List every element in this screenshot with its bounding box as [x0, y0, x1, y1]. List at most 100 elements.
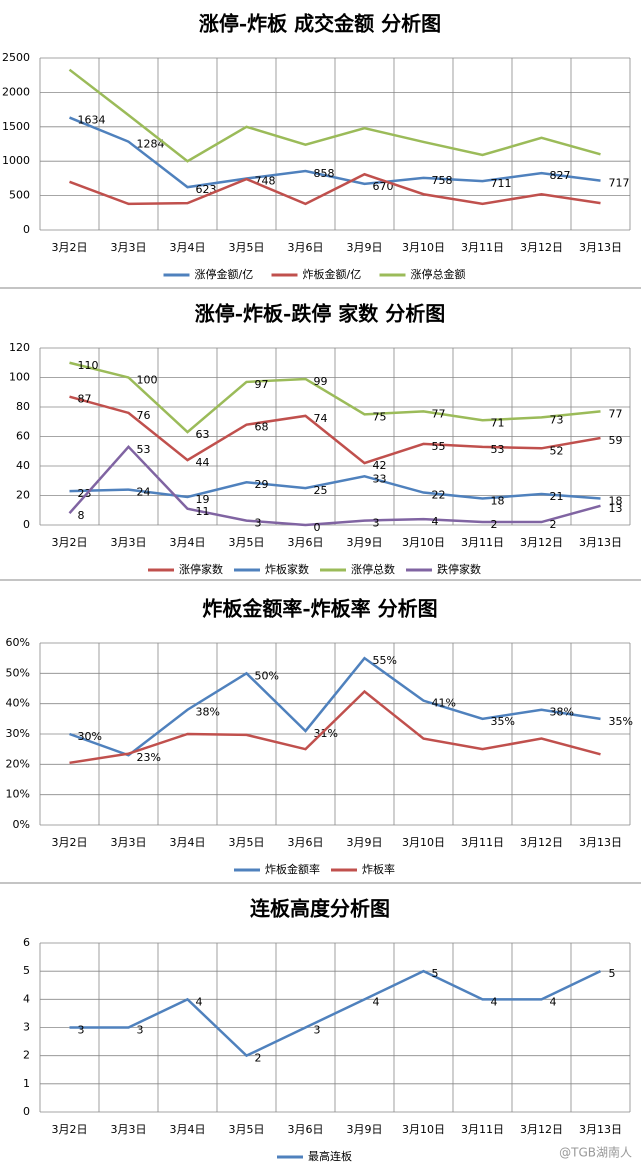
- data-label: 73: [550, 413, 564, 426]
- x-tick-label: 3月4日: [170, 536, 206, 549]
- data-label: 11: [196, 505, 210, 518]
- data-label: 4: [373, 995, 380, 1008]
- y-tick-label: 120: [9, 341, 30, 354]
- y-tick-label: 4: [23, 992, 30, 1005]
- x-tick-label: 3月2日: [52, 536, 88, 549]
- y-tick-label: 500: [9, 189, 30, 202]
- legend-label: 炸板率: [362, 862, 395, 876]
- x-tick-label: 3月6日: [288, 836, 324, 849]
- data-label: 30%: [78, 730, 102, 743]
- data-label: 25: [314, 484, 328, 497]
- data-label: 77: [432, 407, 446, 420]
- x-tick-label: 3月9日: [347, 241, 383, 254]
- legend-label: 涨停总金额: [411, 267, 466, 281]
- data-label: 110: [78, 359, 99, 372]
- data-label: 38%: [196, 706, 220, 719]
- data-label: 100: [137, 374, 158, 387]
- data-label: 55%: [373, 654, 397, 667]
- data-label: 22: [432, 489, 446, 502]
- data-label: 3: [373, 517, 380, 530]
- data-label: 13: [609, 502, 623, 515]
- data-label: 8: [78, 509, 85, 522]
- chart-title: 涨停-炸板 成交金额 分析图: [199, 12, 441, 36]
- series-line: [68, 444, 601, 527]
- x-tick-label: 3月10日: [402, 241, 445, 254]
- data-label: 4: [491, 995, 498, 1008]
- x-tick-label: 3月13日: [579, 241, 622, 254]
- series-line: [69, 689, 601, 765]
- x-tick-label: 3月9日: [347, 836, 383, 849]
- x-tick-label: 3月3日: [111, 241, 147, 254]
- legend-label: 涨停总数: [351, 562, 395, 576]
- y-tick-label: 2: [23, 1049, 30, 1062]
- data-label: 41%: [432, 697, 456, 710]
- x-tick-label: 3月10日: [402, 536, 445, 549]
- chart-title: 连板高度分析图: [250, 897, 390, 921]
- data-label: 3: [137, 1024, 144, 1037]
- data-label: 52: [550, 444, 564, 457]
- y-tick-label: 1500: [2, 120, 30, 133]
- data-label: 50%: [255, 669, 279, 682]
- x-tick-label: 3月4日: [170, 1123, 206, 1136]
- y-tick-label: 40: [16, 459, 30, 472]
- y-tick-label: 3: [23, 1021, 30, 1034]
- data-label: 2: [491, 518, 498, 531]
- data-label: 35%: [491, 715, 515, 728]
- data-label: 24: [137, 486, 151, 499]
- y-tick-label: 60: [16, 430, 30, 443]
- data-label: 4: [432, 515, 439, 528]
- x-tick-label: 3月13日: [579, 1123, 622, 1136]
- x-tick-label: 3月2日: [52, 1123, 88, 1136]
- data-label: 77: [609, 407, 623, 420]
- data-label: 2: [255, 1052, 262, 1065]
- x-tick-label: 3月10日: [402, 1123, 445, 1136]
- series-line: [69, 969, 602, 1058]
- y-tick-label: 50%: [6, 666, 30, 679]
- x-tick-label: 3月6日: [288, 241, 324, 254]
- series-line: [69, 116, 601, 189]
- series-line: [69, 172, 601, 206]
- y-tick-label: 60%: [6, 636, 30, 649]
- data-label: 35%: [609, 715, 633, 728]
- data-label: 858: [314, 167, 335, 180]
- series-line: [68, 68, 601, 163]
- data-label: 55: [432, 440, 446, 453]
- y-tick-label: 5: [23, 964, 30, 977]
- legend-label: 炸板家数: [265, 562, 309, 576]
- x-tick-label: 3月12日: [520, 536, 563, 549]
- y-tick-label: 1: [23, 1077, 30, 1090]
- legend-label: 跌停家数: [437, 562, 481, 576]
- legend-label: 炸板金额/亿: [303, 267, 362, 281]
- data-label: 97: [255, 378, 269, 391]
- data-label: 63: [196, 428, 210, 441]
- x-tick-label: 3月3日: [111, 836, 147, 849]
- legend-label: 炸板金额率: [265, 862, 320, 876]
- x-tick-label: 3月13日: [579, 536, 622, 549]
- data-label: 87: [78, 393, 92, 406]
- y-tick-label: 0%: [13, 818, 30, 831]
- data-label: 42: [373, 459, 387, 472]
- data-label: 38%: [550, 706, 574, 719]
- x-tick-label: 3月2日: [52, 241, 88, 254]
- data-label: 53: [491, 443, 505, 456]
- x-tick-label: 3月5日: [229, 1123, 265, 1136]
- data-label: 4: [550, 995, 557, 1008]
- x-tick-label: 3月9日: [347, 536, 383, 549]
- x-tick-label: 3月3日: [111, 536, 147, 549]
- x-tick-label: 3月6日: [288, 1123, 324, 1136]
- x-tick-label: 3月2日: [52, 836, 88, 849]
- x-tick-label: 3月6日: [288, 536, 324, 549]
- data-label: 3: [314, 1024, 321, 1037]
- data-label: 75: [373, 410, 387, 423]
- x-tick-label: 3月13日: [579, 836, 622, 849]
- x-tick-label: 3月11日: [461, 241, 504, 254]
- data-label: 5: [432, 967, 439, 980]
- y-tick-label: 100: [9, 371, 30, 384]
- data-label: 758: [432, 174, 453, 187]
- data-label: 29: [255, 478, 269, 491]
- data-label: 59: [609, 434, 623, 447]
- x-tick-label: 3月3日: [111, 1123, 147, 1136]
- data-label: 717: [609, 177, 630, 190]
- data-label: 44: [196, 456, 210, 469]
